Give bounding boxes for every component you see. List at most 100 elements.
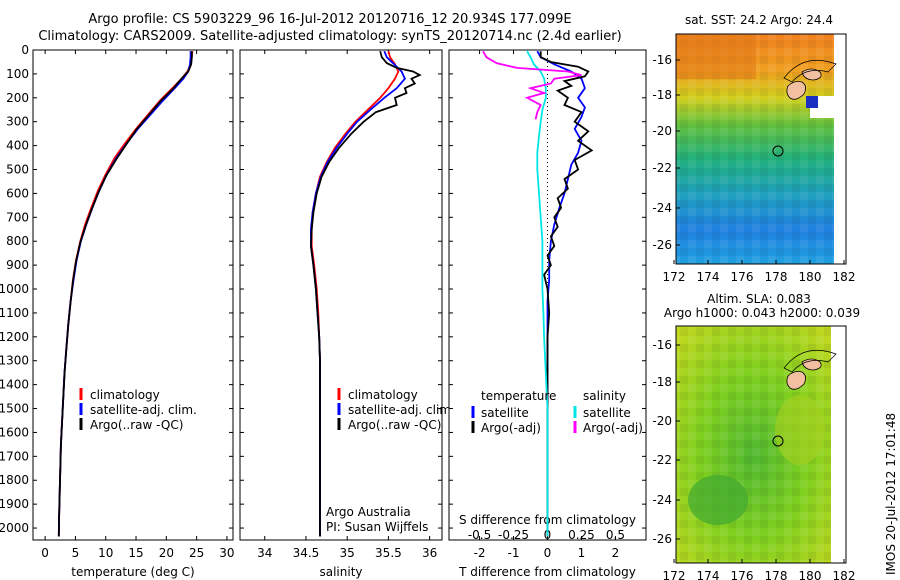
x-tick-label: 20 [159, 546, 174, 560]
sla-fiji-island [786, 371, 806, 390]
sla-eez-outline [783, 349, 837, 373]
y-tick-label: 400 [6, 139, 29, 153]
top-scale-tick-label: 0.5 [606, 528, 625, 542]
map-y-tick-label: -18 [652, 375, 672, 389]
legend-label: satellite [481, 406, 529, 420]
legend-label: satellite-adj. clim. [348, 403, 455, 417]
map-x-tick-label: 180 [799, 270, 822, 284]
map-y-tick-label: -16 [652, 338, 672, 352]
sst-cold-pixel [806, 96, 818, 108]
plot-title-line2: Climatology: CARS2009. Satellite-adjuste… [38, 29, 622, 44]
legend-heading-salinity: salinity [583, 389, 626, 403]
legend-label: Argo(..raw -QC) [348, 418, 441, 432]
legend-label: Argo(-adj) [583, 421, 643, 435]
sla-argo-position [772, 435, 784, 447]
x-tick-label: 5 [72, 546, 80, 560]
series-line [309, 50, 422, 537]
y-tick-label: 300 [6, 115, 29, 129]
legend-label: satellite-adj. clim. [90, 403, 197, 417]
y-tick-label: 1800 [0, 473, 29, 487]
sst-unmapped-strip [834, 34, 846, 264]
y-tick-label: 1400 [0, 378, 29, 392]
y-tick-label: 200 [6, 91, 29, 105]
y-tick-label: 900 [6, 258, 29, 272]
map-y-tick-label: -16 [652, 53, 672, 67]
series-line [57, 51, 193, 537]
x-tick-label: 10 [98, 546, 113, 560]
y-tick-label: 100 [6, 67, 29, 81]
map-x-tick-label: 178 [765, 270, 788, 284]
y-tick-label: 2000 [0, 521, 29, 535]
imos-timestamp: IMOS 20-Jul-2012 17:01:48 [884, 412, 898, 575]
y-tick-label: 0 [21, 43, 29, 57]
temperature-panel: 0100200300400500600700800900100011001200… [0, 43, 235, 579]
map-y-tick-label: -26 [652, 238, 672, 252]
x-tick-label: 35 [340, 546, 355, 560]
x-axis-label-bottom: T difference from climatology [458, 565, 636, 579]
y-tick-label: 1500 [0, 402, 29, 416]
y-tick-label: 1200 [0, 330, 29, 344]
sla-low-patch [688, 475, 748, 525]
map-x-tick-label: 174 [697, 270, 720, 284]
sla-map-frame [675, 325, 847, 564]
x-tick-label: 0 [41, 546, 49, 560]
sla-high-patch [775, 395, 825, 465]
annotation-text: PI: Susan Wijffels [326, 520, 428, 534]
map-y-tick-label: -20 [652, 124, 672, 138]
x-tick-label: -2 [474, 546, 486, 560]
sst-warm-patch [676, 34, 756, 79]
map-x-tick-label: 172 [663, 270, 686, 284]
sst-eez-outline [783, 59, 837, 83]
series-line [539, 51, 594, 537]
x-tick-label: -1 [508, 546, 520, 560]
salinity-panel: 34 34.5 35 35.5 36 salinity climatologysatelli… [239, 49, 455, 579]
legend-label: Argo(..raw -QC) [90, 418, 183, 432]
x-tick-label: 34 [257, 546, 272, 560]
map-y-tick-label: -22 [652, 161, 672, 175]
sst-map [675, 33, 847, 265]
y-tick-label: 1900 [0, 497, 29, 511]
sla-map-title-line1: Altim. SLA: 0.083 [707, 292, 811, 306]
map-x-tick-label: 178 [765, 569, 788, 580]
x-tick-label: 1 [578, 546, 586, 560]
x-tick-label: 36 [422, 546, 437, 560]
top-scale-tick-label: 0.25 [568, 528, 595, 542]
map-x-tick-label: 172 [663, 569, 686, 580]
legend-heading-temperature: temperature [481, 389, 556, 403]
map-axes: 172 174 176 178 180 182 -16 -18 -20 -22 -24 -26 172 1… [652, 53, 855, 580]
plot-frame [239, 49, 443, 541]
sla-unmapped-strip [831, 326, 846, 563]
x-tick-label: 15 [128, 546, 143, 560]
sst-fiji-island [786, 81, 806, 100]
legend-label: satellite [583, 406, 631, 420]
y-tick-label: 1600 [0, 425, 29, 439]
x-tick-label: 25 [189, 546, 204, 560]
map-x-tick-label: 176 [731, 569, 754, 580]
sst-map-frame [675, 33, 847, 265]
sla-map-title-line2: Argo h1000: 0.043 h2000: 0.039 [664, 306, 860, 320]
series-line [482, 50, 582, 120]
plot-title-line1: Argo profile: CS 5903229_96 16-Jul-2012 … [88, 12, 572, 27]
x-axis-label: salinity [319, 565, 362, 579]
y-tick-label: 800 [6, 234, 29, 248]
map-x-tick-label: 182 [833, 270, 856, 284]
map-y-tick-label: -24 [652, 493, 672, 507]
y-tick-label: 700 [6, 210, 29, 224]
map-y-tick-label: -24 [652, 201, 672, 215]
annotation-text: Argo Australia [326, 505, 411, 519]
y-tick-label: 500 [6, 163, 29, 177]
map-y-tick-label: -22 [652, 453, 672, 467]
top-scale-tick-label: -0.25 [498, 528, 529, 542]
plot-frame [32, 49, 234, 541]
x-tick-label: 2 [612, 546, 620, 560]
sst-map-title: sat. SST: 24.2 Argo: 24.4 [685, 13, 833, 27]
sla-map [675, 325, 847, 564]
y-tick-label: 600 [6, 186, 29, 200]
x-tick-label: 35.5 [375, 546, 402, 560]
sst-argo-position [772, 145, 784, 157]
legend-label: climatology [348, 388, 418, 402]
map-x-tick-label: 180 [799, 569, 822, 580]
x-tick-label: 0 [544, 546, 552, 560]
y-tick-label: 1100 [0, 306, 29, 320]
